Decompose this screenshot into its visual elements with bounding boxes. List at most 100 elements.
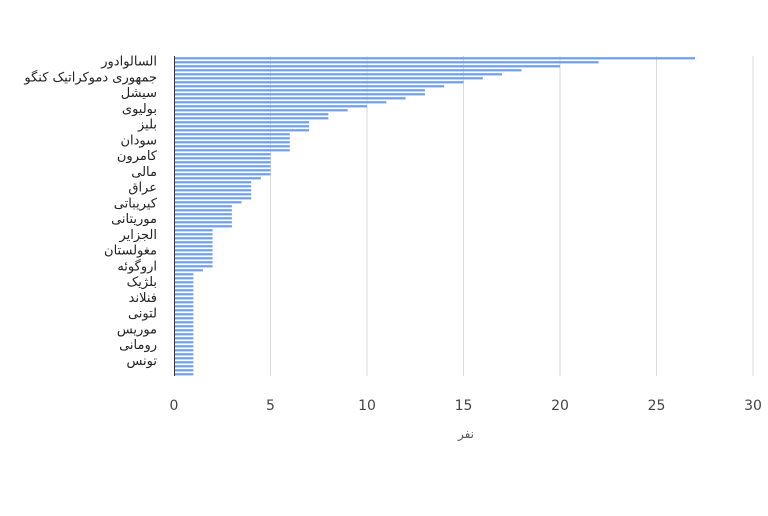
x-tick-label: 15: [455, 398, 473, 414]
bar: [174, 109, 348, 112]
bar: [174, 317, 194, 320]
bar: [174, 145, 290, 148]
bar: [174, 125, 310, 128]
bar: [174, 277, 194, 280]
bar: [174, 305, 194, 308]
category-label: مغولستان: [104, 244, 157, 259]
bar: [174, 365, 194, 368]
bar: [174, 201, 242, 204]
category-label: کامرون: [117, 149, 158, 164]
bar: [174, 121, 310, 124]
bar: [174, 81, 464, 84]
bar: [174, 341, 194, 344]
category-label: لتونی: [128, 307, 157, 322]
bar: [174, 325, 194, 328]
bar: [174, 193, 252, 196]
bar: [174, 297, 194, 300]
bar: [174, 233, 213, 236]
bar: [174, 285, 194, 288]
bars: [174, 57, 696, 376]
bar: [174, 269, 203, 272]
bar: [174, 197, 252, 200]
bar: [174, 249, 213, 252]
bar: [174, 101, 387, 104]
bar: [174, 113, 329, 116]
x-axis-title: نفر: [457, 427, 474, 442]
bar: [174, 137, 290, 140]
gridlines: [270, 56, 754, 376]
bar: [174, 349, 194, 352]
bar: [174, 221, 232, 224]
bar: [174, 313, 194, 316]
bar: [174, 73, 503, 76]
category-label: موریس: [117, 322, 157, 337]
bar: [174, 257, 213, 260]
bar: [174, 321, 194, 324]
bar: [174, 165, 271, 168]
category-label: السالوادور: [100, 55, 157, 70]
bar: [174, 245, 213, 248]
bar: [174, 77, 483, 80]
x-tick-labels: 0 5 10 15 20 25 30: [170, 398, 762, 414]
x-tick-label: 5: [266, 398, 275, 414]
bar: [174, 181, 252, 184]
category-label: مالی: [131, 165, 157, 180]
x-tick-label: 0: [170, 398, 179, 414]
category-label: بلژیک: [127, 275, 157, 290]
category-label: رومانی: [119, 338, 157, 353]
bar: [174, 57, 696, 60]
bar: [174, 185, 252, 188]
bar: [174, 177, 261, 180]
bar: [174, 173, 271, 176]
bar: [174, 105, 367, 108]
category-label: تونس: [126, 354, 157, 369]
bar: [174, 209, 232, 212]
bar: [174, 301, 194, 304]
category-label: سیشل: [121, 86, 157, 101]
category-label: کیریباتی: [114, 196, 158, 211]
bar: [174, 373, 194, 376]
x-tick-label: 25: [648, 398, 666, 414]
bar: [174, 309, 194, 312]
category-label: جمهوری دموکراتیک کنگو: [23, 69, 157, 85]
bar: [174, 293, 194, 296]
bar: [174, 229, 213, 232]
bar: [174, 161, 271, 164]
bar: [174, 69, 522, 72]
bar: [174, 117, 329, 120]
bar: [174, 345, 194, 348]
bar: [174, 65, 560, 68]
bar: [174, 273, 194, 276]
x-tick-label: 10: [358, 398, 376, 414]
bar: [174, 97, 406, 100]
bar: [174, 261, 213, 264]
bar: [174, 213, 232, 216]
bar: [174, 357, 194, 360]
category-label: موریتانی: [111, 212, 157, 227]
bar: [174, 333, 194, 336]
bar: [174, 329, 194, 332]
bar: [174, 149, 290, 152]
bar: [174, 265, 213, 268]
category-label: عراق: [128, 181, 157, 196]
bar: [174, 281, 194, 284]
x-tick-label: 30: [744, 398, 762, 414]
bar: [174, 169, 271, 172]
category-label: فنلاند: [129, 291, 157, 306]
bar: [174, 217, 232, 220]
bar: [174, 157, 271, 160]
category-label: الجزایر: [118, 228, 157, 243]
bar: [174, 337, 194, 340]
bar: [174, 369, 194, 372]
bar: [174, 361, 194, 364]
bar: [174, 129, 310, 132]
bar: [174, 237, 213, 240]
bar: [174, 89, 425, 92]
bar: [174, 153, 271, 156]
bar: [174, 189, 252, 192]
bar: [174, 253, 213, 256]
bar: [174, 241, 213, 244]
